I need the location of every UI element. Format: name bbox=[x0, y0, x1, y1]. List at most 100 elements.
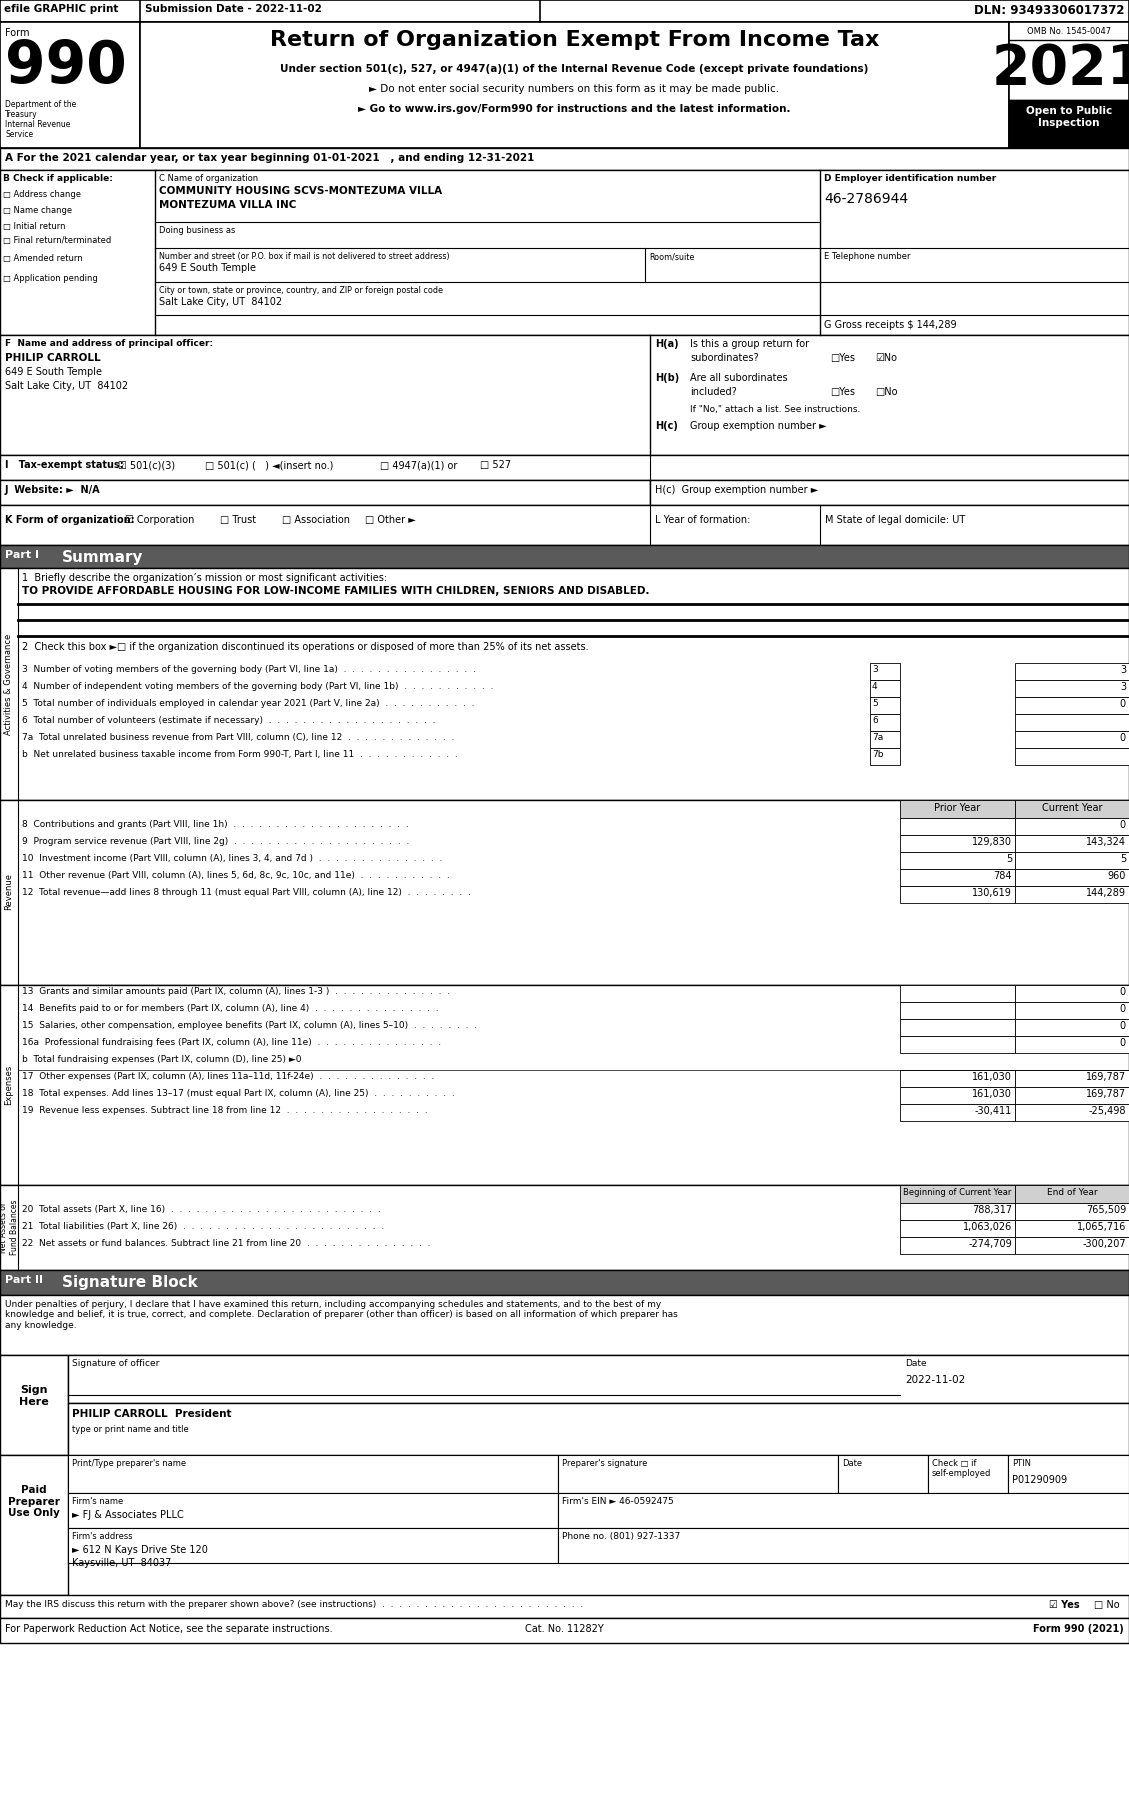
Text: -274,709: -274,709 bbox=[969, 1239, 1012, 1250]
Text: 169,787: 169,787 bbox=[1086, 1088, 1126, 1099]
Text: C Name of organization: C Name of organization bbox=[159, 174, 259, 183]
Bar bbox=[68, 1355, 1129, 1402]
Text: Treasury: Treasury bbox=[5, 111, 37, 120]
Text: -25,498: -25,498 bbox=[1088, 1107, 1126, 1116]
Bar bbox=[1015, 818, 1129, 834]
Text: □ Initial return: □ Initial return bbox=[3, 221, 65, 230]
Text: TO PROVIDE AFFORDABLE HOUSING FOR LOW-INCOME FAMILIES WITH CHILDREN, SENIORS AND: TO PROVIDE AFFORDABLE HOUSING FOR LOW-IN… bbox=[21, 586, 649, 597]
Text: 46-2786944: 46-2786944 bbox=[824, 192, 908, 207]
Bar bbox=[558, 1527, 1129, 1564]
Text: ☑ Yes: ☑ Yes bbox=[1049, 1600, 1079, 1611]
Bar bbox=[650, 481, 1129, 504]
Text: Firm's address: Firm's address bbox=[72, 1533, 132, 1542]
Text: Firm's name: Firm's name bbox=[72, 1497, 123, 1506]
Text: 130,619: 130,619 bbox=[972, 889, 1012, 898]
Text: Open to Public: Open to Public bbox=[1026, 105, 1112, 116]
Text: 22  Net assets or fund balances. Subtract line 21 from line 20  .  .  .  .  .  .: 22 Net assets or fund balances. Subtract… bbox=[21, 1239, 430, 1248]
Text: Check □ if
self-employed: Check □ if self-employed bbox=[933, 1458, 991, 1478]
Text: □Yes: □Yes bbox=[830, 386, 855, 397]
Text: 960: 960 bbox=[1108, 871, 1126, 882]
Text: Cat. No. 11282Y: Cat. No. 11282Y bbox=[525, 1624, 603, 1634]
Text: 169,787: 169,787 bbox=[1086, 1072, 1126, 1081]
Text: F  Name and address of principal officer:: F Name and address of principal officer: bbox=[5, 339, 213, 348]
Text: May the IRS discuss this return with the preparer shown above? (see instructions: May the IRS discuss this return with the… bbox=[5, 1600, 584, 1609]
Bar bbox=[0, 504, 1129, 544]
Text: H(c): H(c) bbox=[655, 421, 677, 432]
Text: H(a): H(a) bbox=[655, 339, 679, 348]
Text: 7a: 7a bbox=[872, 733, 883, 742]
Bar bbox=[1009, 22, 1129, 149]
Bar bbox=[1015, 1087, 1129, 1105]
Text: A For the 2021 calendar year, or tax year beginning 01-01-2021   , and ending 12: A For the 2021 calendar year, or tax yea… bbox=[5, 152, 534, 163]
Text: 129,830: 129,830 bbox=[972, 836, 1012, 847]
Text: Is this a group return for: Is this a group return for bbox=[690, 339, 809, 348]
Bar bbox=[1015, 800, 1129, 818]
Text: Kaysville, UT  84037: Kaysville, UT 84037 bbox=[72, 1558, 172, 1567]
Bar bbox=[870, 697, 900, 715]
Bar bbox=[900, 985, 1015, 1001]
Text: 788,317: 788,317 bbox=[972, 1204, 1012, 1215]
Text: 0: 0 bbox=[1120, 820, 1126, 831]
Text: Inspection: Inspection bbox=[1039, 118, 1100, 129]
Text: □ Name change: □ Name change bbox=[3, 207, 72, 216]
Text: For Paperwork Reduction Act Notice, see the separate instructions.: For Paperwork Reduction Act Notice, see … bbox=[5, 1624, 333, 1634]
Bar bbox=[1015, 869, 1129, 885]
Bar bbox=[900, 1070, 1015, 1087]
Text: 990: 990 bbox=[5, 38, 126, 94]
Text: 7b: 7b bbox=[872, 749, 884, 758]
Text: MONTEZUMA VILLA INC: MONTEZUMA VILLA INC bbox=[159, 200, 297, 210]
Text: Prior Year: Prior Year bbox=[934, 804, 980, 813]
Bar bbox=[900, 1019, 1015, 1036]
Bar bbox=[928, 1455, 1008, 1493]
Text: 0: 0 bbox=[1120, 1003, 1126, 1014]
Text: □ 527: □ 527 bbox=[480, 461, 511, 470]
Text: 143,324: 143,324 bbox=[1086, 836, 1126, 847]
Text: 3  Number of voting members of the governing body (Part VI, line 1a)  .  .  .  .: 3 Number of voting members of the govern… bbox=[21, 666, 476, 675]
Bar bbox=[900, 1036, 1015, 1052]
Bar bbox=[0, 481, 650, 504]
Bar bbox=[1015, 662, 1129, 680]
Text: Form: Form bbox=[5, 27, 29, 38]
Text: P01290909: P01290909 bbox=[1012, 1475, 1067, 1486]
Text: If "No," attach a list. See instructions.: If "No," attach a list. See instructions… bbox=[690, 405, 860, 414]
Bar bbox=[1015, 1203, 1129, 1221]
Text: 784: 784 bbox=[994, 871, 1012, 882]
Bar bbox=[68, 1493, 558, 1527]
Text: □ Address change: □ Address change bbox=[3, 190, 81, 200]
Text: 0: 0 bbox=[1120, 987, 1126, 998]
Text: 1,065,716: 1,065,716 bbox=[1077, 1223, 1126, 1232]
Text: Net Assets or
Fund Balances: Net Assets or Fund Balances bbox=[0, 1199, 19, 1255]
Bar bbox=[870, 680, 900, 697]
Text: PHILIP CARROLL: PHILIP CARROLL bbox=[5, 354, 100, 363]
Bar bbox=[900, 869, 1015, 885]
Text: Activities & Governance: Activities & Governance bbox=[5, 633, 14, 735]
Bar bbox=[558, 1455, 838, 1493]
Bar bbox=[1009, 100, 1129, 149]
Text: PHILIP CARROLL  President: PHILIP CARROLL President bbox=[72, 1409, 231, 1419]
Bar bbox=[900, 834, 1015, 853]
Text: Revenue: Revenue bbox=[5, 874, 14, 911]
Text: -30,411: -30,411 bbox=[974, 1107, 1012, 1116]
Text: Submission Date - 2022-11-02: Submission Date - 2022-11-02 bbox=[145, 4, 322, 15]
Text: 765,509: 765,509 bbox=[1086, 1204, 1126, 1215]
Text: E Telephone number: E Telephone number bbox=[824, 252, 910, 261]
Text: Signature of officer: Signature of officer bbox=[72, 1359, 159, 1368]
Text: b  Net unrelated business taxable income from Form 990-T, Part I, line 11  .  . : b Net unrelated business taxable income … bbox=[21, 749, 457, 758]
Text: B Check if applicable:: B Check if applicable: bbox=[3, 174, 113, 183]
Text: 14  Benefits paid to or for members (Part IX, column (A), line 4)  .  .  .  .  .: 14 Benefits paid to or for members (Part… bbox=[21, 1003, 439, 1012]
Text: Salt Lake City, UT  84102: Salt Lake City, UT 84102 bbox=[159, 297, 282, 307]
Text: 6: 6 bbox=[872, 717, 877, 726]
Text: Form 990 (2021): Form 990 (2021) bbox=[1033, 1624, 1124, 1634]
Text: □ Trust: □ Trust bbox=[220, 515, 256, 524]
Bar bbox=[0, 800, 1129, 985]
Text: 17  Other expenses (Part IX, column (A), lines 11a–11d, 11f-24e)  .  .  .  .  . : 17 Other expenses (Part IX, column (A), … bbox=[21, 1072, 435, 1081]
Text: M State of legal domicile: UT: M State of legal domicile: UT bbox=[825, 515, 965, 524]
Text: End of Year: End of Year bbox=[1047, 1188, 1097, 1197]
Text: Room/suite: Room/suite bbox=[649, 252, 694, 261]
Text: 2022-11-02: 2022-11-02 bbox=[905, 1375, 965, 1386]
Bar bbox=[1015, 1036, 1129, 1052]
Text: 20  Total assets (Part X, line 16)  .  .  .  .  .  .  .  .  .  .  .  .  .  .  . : 20 Total assets (Part X, line 16) . . . … bbox=[21, 1204, 380, 1214]
Bar bbox=[0, 1295, 1129, 1355]
Bar bbox=[838, 1455, 928, 1493]
Text: 161,030: 161,030 bbox=[972, 1072, 1012, 1081]
